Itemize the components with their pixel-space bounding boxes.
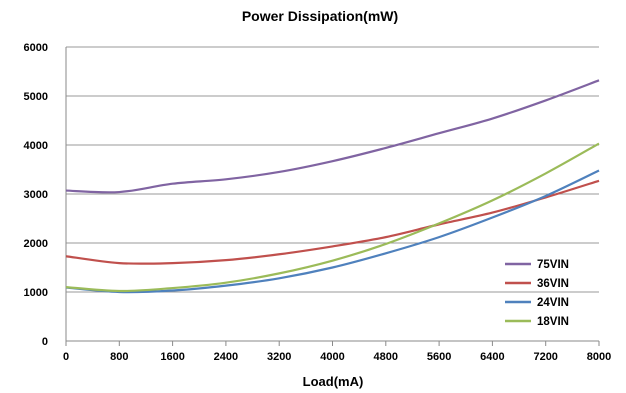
x-tick-label: 0 — [63, 351, 69, 363]
y-tick-label: 0 — [42, 336, 48, 348]
x-axis-label: Load(mA) — [303, 374, 364, 389]
y-tick-label: 1000 — [24, 287, 48, 299]
legend-label: 24VIN — [537, 297, 569, 309]
series-line-36vin — [65, 179, 600, 265]
x-tick-label: 1600 — [160, 351, 184, 363]
series-line-75vin — [65, 79, 600, 194]
axes — [65, 47, 600, 346]
legend: 75VIN 36VIN 24VIN 18VIN — [505, 259, 569, 328]
y-tick-label: 6000 — [24, 42, 48, 54]
series-line-24vin — [65, 169, 600, 294]
legend-label: 18VIN — [537, 316, 569, 328]
x-tick-label: 4000 — [320, 351, 344, 363]
chart-title: Power Dissipation(mW) — [242, 8, 398, 24]
x-tick-labels: 0 800 1600 2400 3200 4000 4800 5600 6400 7200 8000 — [63, 351, 611, 363]
gridlines — [66, 46, 599, 293]
x-tick-label: 4800 — [374, 351, 398, 363]
x-tick-label: 2400 — [214, 351, 238, 363]
y-tick-labels: 0 1000 2000 3000 4000 5000 6000 — [24, 42, 48, 348]
x-tick-label: 8000 — [587, 351, 611, 363]
y-tick-label: 4000 — [24, 140, 48, 152]
x-tick-label: 6400 — [480, 351, 504, 363]
series-lines — [65, 79, 600, 294]
x-tick-label: 5600 — [427, 351, 451, 363]
y-tick-label: 5000 — [24, 91, 48, 103]
x-tick-label: 800 — [110, 351, 128, 363]
y-tick-label: 3000 — [24, 189, 48, 201]
x-tick-label: 3200 — [267, 351, 291, 363]
legend-label: 75VIN — [537, 259, 569, 271]
legend-label: 36VIN — [537, 278, 569, 290]
x-tick-label: 7200 — [533, 351, 557, 363]
y-tick-label: 2000 — [24, 238, 48, 250]
series-line-18vin — [65, 142, 600, 293]
